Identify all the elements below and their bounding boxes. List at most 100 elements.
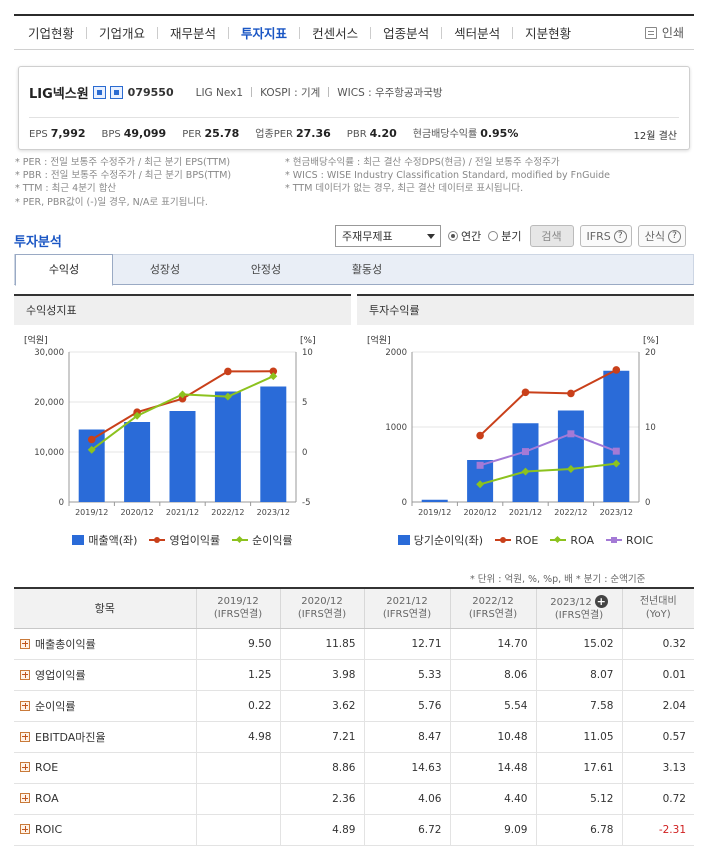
data-point[interactable] <box>476 480 485 489</box>
table-row: ROE 8.86 14.63 14.48 17.61 3.13 <box>14 752 694 784</box>
ifrs-help-button[interactable]: IFRS ? <box>579 225 632 247</box>
tab-sector-analysis[interactable]: 섹터분석 <box>454 26 501 41</box>
radio-quarter-label: 분기 <box>501 230 522 243</box>
legend-item[interactable]: ROE <box>495 532 538 548</box>
row-label-cell: 매출총이익률 <box>14 628 196 660</box>
legend-item[interactable]: 당기순이익(좌) <box>397 532 483 548</box>
data-point[interactable] <box>566 465 575 473</box>
data-point[interactable] <box>223 392 232 401</box>
value-cell <box>195 814 280 846</box>
print-button[interactable]: 인쇄 <box>644 24 694 41</box>
bar[interactable] <box>169 411 196 502</box>
value-cell: 8.07 <box>535 659 622 691</box>
value-cell: 7.58 <box>535 690 622 722</box>
tab-industry-analysis[interactable]: 업종분석 <box>383 26 430 41</box>
value-cell: 14.70 <box>449 628 536 660</box>
formula-help-button[interactable]: 산식 ? <box>637 225 686 247</box>
bar[interactable] <box>557 410 584 503</box>
expand-plus-icon[interactable] <box>20 669 30 680</box>
value-cell: 4.89 <box>279 814 364 846</box>
y2-tick-label: 5 <box>302 398 307 408</box>
data-point[interactable] <box>612 459 621 468</box>
return-chart: [억원] [%] 0 1000 2000 0 10 20 2019/12 2020/12 2021/… <box>367 334 659 517</box>
table-row: 영업이익률 1.25 3.98 5.33 8.06 8.07 0.01 <box>14 659 694 691</box>
expand-columns-icon[interactable]: + <box>594 594 608 608</box>
data-point[interactable] <box>567 430 575 438</box>
legend-item[interactable]: 영업이익률 <box>149 532 220 548</box>
data-point[interactable] <box>521 388 530 397</box>
data-point[interactable] <box>612 366 621 374</box>
y-tick-label: 30,000 <box>34 348 64 358</box>
subtab-profitability[interactable]: 수익성 <box>15 254 113 286</box>
data-point[interactable] <box>178 390 187 399</box>
legend-label: 순이익률 <box>252 534 293 547</box>
value-cell: 0.22 <box>195 690 280 722</box>
legend-label: ROE <box>515 533 539 547</box>
radio-annual-dot[interactable] <box>448 231 458 241</box>
company-eng-name: LIG Nex1 <box>195 87 244 99</box>
legend-item[interactable]: 순이익률 <box>232 532 293 548</box>
expand-plus-icon[interactable] <box>20 793 30 803</box>
value-cell: 15.02 <box>535 628 622 660</box>
expand-plus-icon[interactable] <box>20 762 30 772</box>
tab-consensus[interactable]: 컨센서스 <box>312 26 359 41</box>
home-badge-icon[interactable] <box>109 86 123 99</box>
ratio-table: 항목 2019/12 (IFRS연결) 2020/12 (IFRS연결) 2021/… <box>14 587 694 846</box>
subtab-activity[interactable]: 활동성 <box>351 263 383 276</box>
subtab-growth[interactable]: 성장성 <box>149 263 181 276</box>
radio-quarter-dot[interactable] <box>488 231 499 241</box>
bar[interactable] <box>512 423 539 502</box>
bar[interactable] <box>124 422 151 502</box>
tab-company-status[interactable]: 기업현황 <box>28 26 75 41</box>
tab-shareholding[interactable]: 지분현황 <box>525 26 572 41</box>
tab-divider <box>370 26 372 39</box>
tab-financial-analysis[interactable]: 재무분석 <box>170 26 217 41</box>
expand-plus-icon[interactable] <box>20 700 30 711</box>
data-point[interactable] <box>269 372 278 381</box>
data-point[interactable] <box>476 431 484 440</box>
data-point[interactable] <box>476 461 484 469</box>
value-cell: 10.48 <box>449 721 536 753</box>
value-cell: 5.12 <box>535 783 622 815</box>
data-point[interactable] <box>178 394 187 403</box>
bar[interactable] <box>421 499 448 502</box>
data-point[interactable] <box>612 447 620 455</box>
yoy-cell: 0.32 <box>621 628 694 660</box>
legend-item[interactable]: ROA <box>550 532 594 548</box>
legend-item[interactable]: 매출액(좌) <box>72 532 137 548</box>
data-point[interactable] <box>87 435 96 444</box>
tab-company-overview[interactable]: 기업개요 <box>99 26 146 41</box>
table-row: EBITDA마진율 4.98 7.21 8.47 10.48 11.05 0.57 <box>14 721 694 753</box>
statement-select[interactable]: 주재무제표 <box>335 225 441 247</box>
help-icon: ? <box>667 229 681 243</box>
expand-plus-icon[interactable] <box>20 824 30 834</box>
data-point[interactable] <box>522 448 529 456</box>
radio-quarter[interactable]: 분기 <box>488 228 522 244</box>
x-tick-label: 2023/12 <box>257 508 290 517</box>
bar[interactable] <box>603 370 630 502</box>
x-tick-label: 2020/12 <box>463 508 496 517</box>
note-ttm-missing: * TTM 데이터가 없는 경우, 최근 결산 데이터로 표시됩니다. <box>285 183 524 195</box>
subtab-stability[interactable]: 안정성 <box>250 263 282 276</box>
search-button[interactable]: 검색 <box>529 225 574 247</box>
legend-item[interactable]: ROIC <box>605 532 653 548</box>
value-cell: 6.72 <box>363 814 450 846</box>
bar[interactable] <box>260 386 287 503</box>
expand-plus-icon[interactable] <box>20 638 30 649</box>
data-point[interactable] <box>269 367 278 376</box>
expand-plus-icon[interactable] <box>20 731 30 742</box>
right-axis-unit: [%] <box>643 336 659 346</box>
value-cell: 5.54 <box>449 690 536 722</box>
value-cell: 8.86 <box>279 752 364 784</box>
bar[interactable] <box>214 391 241 503</box>
kospi-badge-icon[interactable] <box>92 86 106 99</box>
radio-annual[interactable]: 연간 <box>448 228 481 244</box>
data-point[interactable] <box>567 389 575 398</box>
y-tick-label: 0 <box>402 498 407 508</box>
company-meta: LIG Nex1 KOSPI : 기계 WICS : 우주항공과국방 <box>196 85 443 100</box>
y-tick-label: 2000 <box>385 348 407 358</box>
tab-investment-indicators[interactable]: 투자지표 <box>241 26 288 41</box>
y-tick-label: 1000 <box>385 423 407 433</box>
data-point[interactable] <box>224 367 232 376</box>
value-cell: 5.33 <box>363 659 450 691</box>
